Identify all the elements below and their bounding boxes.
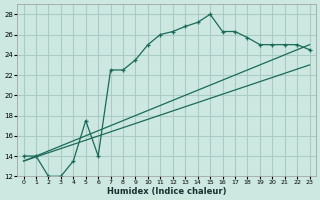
X-axis label: Humidex (Indice chaleur): Humidex (Indice chaleur) bbox=[107, 187, 226, 196]
